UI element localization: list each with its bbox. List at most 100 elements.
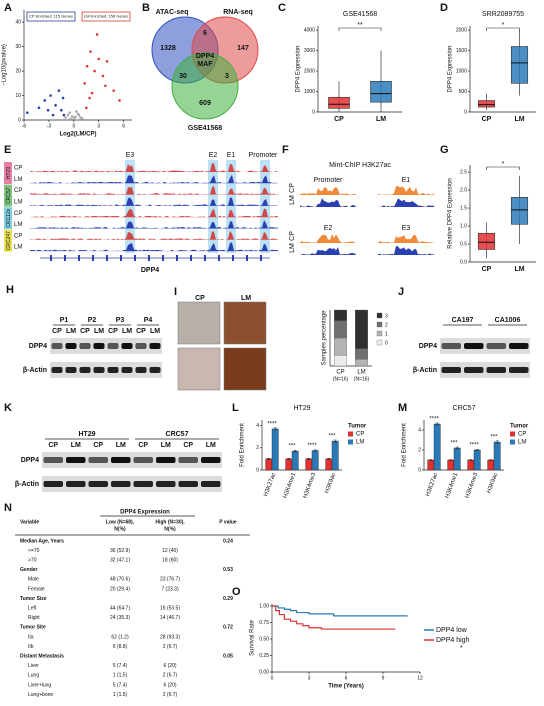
- label: LM: [14, 222, 22, 228]
- label: A: [4, 2, 12, 14]
- label: 5 (7.4): [113, 682, 128, 688]
- box: [510, 46, 529, 84]
- label: LM: [94, 328, 104, 335]
- label: DPP4 Expression: [120, 510, 170, 516]
- label: 2 (6.7): [163, 644, 178, 650]
- y-axis-label: Relative DPP4 Expression: [448, 178, 454, 248]
- error-bar: [429, 459, 433, 461]
- band: [65, 367, 77, 373]
- label: N: [4, 502, 12, 514]
- bar: [453, 447, 461, 471]
- group-tag: [4, 229, 12, 252]
- track: [30, 219, 278, 229]
- label: CP: [14, 166, 22, 172]
- label: N(%): [114, 526, 126, 532]
- x-tick-label: 0: [72, 123, 75, 129]
- label: LM: [161, 442, 171, 449]
- group-tag: [4, 207, 12, 230]
- label: E: [4, 144, 11, 156]
- track: [30, 174, 278, 184]
- label: CP: [14, 211, 22, 217]
- point: [97, 57, 101, 61]
- band: [509, 343, 529, 349]
- label: P value: [219, 519, 237, 525]
- exon: [64, 255, 66, 261]
- label: 12 (40): [162, 548, 178, 554]
- error-bar: [475, 449, 479, 451]
- x-tick-label: 9: [382, 675, 385, 681]
- track: [30, 185, 278, 195]
- label: 0.29: [223, 596, 233, 602]
- label: DPP4: [141, 267, 159, 274]
- band: [79, 343, 91, 349]
- label: DPP4: [21, 457, 39, 464]
- label: Distant Metastasis: [20, 654, 64, 660]
- x-tick-label: LM: [357, 370, 365, 376]
- survival-curve: [272, 605, 408, 617]
- legend-label: 0: [385, 340, 388, 346]
- x-axis-label: Time (Years): [328, 684, 364, 690]
- error-bar: [333, 439, 337, 443]
- label: LM: [14, 199, 22, 205]
- label: Male: [28, 577, 39, 583]
- bar-segment: [355, 348, 368, 360]
- y-tick-label: 30: [15, 44, 21, 50]
- bar: [305, 458, 313, 471]
- legend-swatch: [348, 439, 353, 445]
- band: [464, 343, 484, 349]
- label: LM: [66, 328, 76, 335]
- band: [133, 481, 153, 487]
- region-count: 147: [237, 45, 249, 52]
- significance: ***: [490, 435, 498, 441]
- error-bar: [267, 458, 271, 460]
- label: 16 (53.5): [160, 606, 180, 612]
- label: β-Actin: [23, 367, 47, 374]
- legend-label: LM Enriched: 158 Genes: [84, 14, 128, 19]
- bar-segment: [355, 359, 368, 367]
- band: [441, 367, 461, 373]
- label: β-Actin: [413, 367, 437, 374]
- x-tick-label: H3K9ac: [324, 472, 337, 494]
- legend-swatch: [376, 339, 383, 346]
- error-bar: [455, 446, 459, 450]
- region-count: DPP4: [196, 53, 214, 60]
- significance: ****: [267, 421, 277, 427]
- exon: [218, 255, 220, 261]
- label: 2 (6.7): [163, 673, 178, 679]
- track: [300, 247, 356, 255]
- label: P2: [88, 317, 97, 324]
- label: Tumor Size: [20, 596, 47, 602]
- label: 36 (52.9): [110, 548, 130, 554]
- y-tick-label: 0.25: [259, 653, 269, 659]
- legend-label: 2: [385, 322, 388, 328]
- y-axis-label: Fold Enrichment: [402, 423, 408, 467]
- y-tick-label: 1000: [304, 89, 315, 95]
- label: 0.53: [223, 567, 233, 573]
- exon: [204, 255, 206, 261]
- legend-swatch: [510, 431, 515, 437]
- y-tick-label: 0: [464, 109, 467, 115]
- band: [66, 457, 86, 463]
- point: [104, 84, 107, 88]
- y-tick-label: 0: [418, 467, 421, 473]
- y-tick-label: 0.00: [259, 669, 269, 675]
- x-tick-label: LM: [514, 266, 524, 273]
- label: E3: [402, 225, 411, 232]
- label: Promoter: [249, 152, 278, 159]
- label: 1 (1.5): [113, 673, 128, 679]
- point: [89, 50, 92, 53]
- significance: **: [357, 22, 363, 29]
- point: [37, 106, 41, 110]
- exon: [148, 255, 150, 261]
- error-bar: [313, 449, 317, 452]
- track: [30, 231, 278, 240]
- error-bar: [449, 459, 453, 461]
- label: 20 (29.4): [110, 586, 130, 592]
- exon: [92, 255, 94, 261]
- label: IIb: [28, 644, 34, 650]
- label: LM: [289, 195, 296, 205]
- band: [486, 367, 506, 373]
- track: [30, 208, 278, 218]
- label: 48 (70.6): [110, 577, 130, 583]
